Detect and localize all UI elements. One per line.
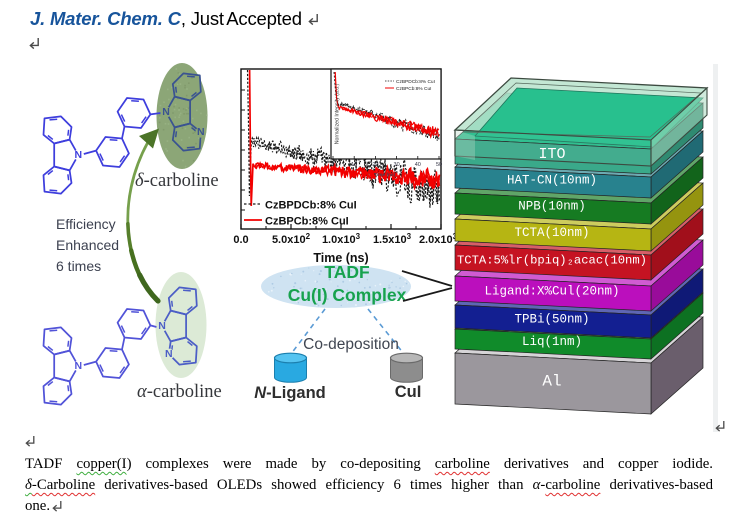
svg-text:NPB(10nm): NPB(10nm) [518, 200, 586, 214]
svg-text:Normalized Intensity (a.u.): Normalized Intensity (a.u.) [335, 83, 341, 144]
svg-text:N: N [75, 360, 83, 372]
svg-text:N: N [197, 126, 205, 138]
svg-text:Al: Al [542, 373, 561, 391]
svg-text:N-Ligand: N-Ligand [254, 384, 326, 402]
svg-text:ITO: ITO [538, 146, 565, 163]
svg-text:TPBi(50nm): TPBi(50nm) [514, 313, 589, 327]
svg-text:Time (ns): Time (ns) [374, 172, 396, 178]
svg-text:2.0x103: 2.0x103 [419, 232, 458, 246]
svg-text:0.0: 0.0 [233, 234, 248, 246]
svg-text:CzBPDCb:8% CuI: CzBPDCb:8% CuI [396, 79, 435, 85]
svg-text:5.0x102: 5.0x102 [272, 232, 311, 246]
svg-text:Liq(1nm): Liq(1nm) [522, 335, 582, 349]
svg-text:Co-deposition: Co-deposition [303, 336, 399, 353]
svg-text:1.5x103: 1.5x103 [373, 232, 412, 246]
svg-text:CzBPDCb:8% CuI: CzBPDCb:8% CuI [265, 200, 357, 212]
svg-text:30: 30 [394, 162, 400, 168]
svg-text:HAT-CN(10nm): HAT-CN(10nm) [507, 174, 597, 188]
svg-text:Cu(I) Complex: Cu(I) Complex [288, 285, 407, 305]
svg-text:40: 40 [415, 162, 421, 168]
svg-text:20: 20 [372, 162, 378, 168]
svg-text:TCTA(10nm): TCTA(10nm) [514, 226, 589, 240]
svg-text:CzBPCb:8% CuI: CzBPCb:8% CuI [265, 216, 349, 228]
svg-text:Ligand:X%Cul(20nm): Ligand:X%Cul(20nm) [484, 285, 619, 299]
svg-text:TCTA:5%lr(bpiq)₂acac(10nm): TCTA:5%lr(bpiq)₂acac(10nm) [457, 254, 647, 268]
svg-text:0: 0 [331, 162, 334, 168]
svg-text:δ-carboline: δ-carboline [135, 171, 219, 191]
svg-text:TADF: TADF [324, 262, 370, 282]
svg-text:50: 50 [436, 162, 442, 168]
svg-text:Efficiency: Efficiency [56, 216, 116, 232]
svg-text:10: 10 [351, 162, 357, 168]
svg-text:N: N [158, 320, 166, 332]
svg-text:CzBPCb:8% CuI: CzBPCb:8% CuI [396, 86, 431, 92]
svg-text:Enhanced: Enhanced [56, 237, 119, 253]
svg-text:N: N [75, 149, 83, 161]
svg-text:1.0x103: 1.0x103 [322, 232, 361, 246]
svg-text:CuI: CuI [395, 383, 422, 401]
svg-text:α-carboline: α-carboline [137, 382, 222, 402]
svg-text:N: N [165, 348, 173, 360]
svg-text:Time (ns): Time (ns) [313, 251, 368, 265]
svg-text:6 times: 6 times [56, 258, 101, 274]
svg-text:N: N [162, 106, 170, 118]
